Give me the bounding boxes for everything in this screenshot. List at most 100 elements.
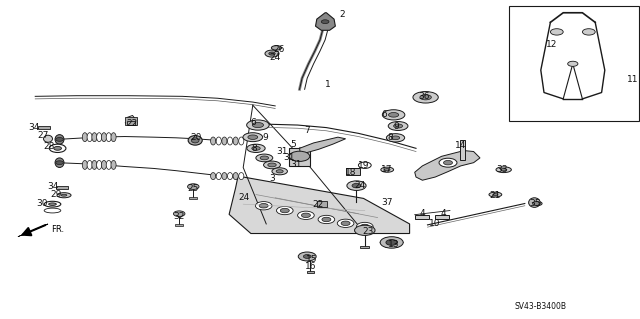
Ellipse shape	[222, 137, 227, 145]
Ellipse shape	[272, 168, 287, 175]
Text: 24: 24	[239, 193, 250, 202]
Text: SV43-B3400B: SV43-B3400B	[515, 302, 567, 311]
Circle shape	[56, 161, 63, 165]
Circle shape	[303, 255, 311, 258]
Ellipse shape	[211, 173, 216, 180]
Ellipse shape	[529, 198, 540, 207]
Text: 21: 21	[490, 191, 501, 200]
Ellipse shape	[92, 133, 97, 142]
Circle shape	[568, 61, 578, 66]
Ellipse shape	[227, 137, 232, 145]
Circle shape	[318, 215, 335, 224]
Text: 37: 37	[381, 198, 393, 207]
Circle shape	[321, 20, 329, 24]
Ellipse shape	[500, 168, 507, 171]
Text: 22: 22	[312, 200, 324, 209]
Ellipse shape	[233, 137, 238, 145]
Text: 16: 16	[305, 262, 316, 271]
Text: 24: 24	[269, 53, 281, 62]
Text: 29: 29	[51, 190, 62, 199]
Text: 13: 13	[388, 240, 399, 249]
Circle shape	[56, 137, 63, 141]
Text: 22: 22	[127, 119, 138, 128]
Bar	[175, 224, 183, 226]
Polygon shape	[316, 13, 335, 30]
Circle shape	[298, 252, 316, 261]
Circle shape	[444, 160, 452, 165]
Bar	[460, 140, 465, 160]
Text: 32: 32	[173, 212, 184, 221]
Ellipse shape	[111, 133, 116, 142]
Bar	[435, 215, 449, 219]
Circle shape	[341, 221, 350, 226]
Ellipse shape	[531, 201, 542, 206]
Ellipse shape	[388, 113, 399, 117]
Ellipse shape	[49, 203, 56, 205]
Ellipse shape	[97, 160, 102, 169]
Bar	[38, 126, 50, 129]
Text: 5: 5	[291, 140, 296, 149]
Ellipse shape	[54, 146, 61, 150]
Ellipse shape	[211, 137, 216, 145]
Text: 35: 35	[529, 199, 541, 208]
Ellipse shape	[264, 161, 280, 169]
Bar	[125, 117, 137, 125]
Text: 15: 15	[306, 255, 317, 263]
Bar	[360, 246, 369, 248]
Ellipse shape	[271, 46, 282, 50]
Circle shape	[337, 219, 354, 227]
Circle shape	[360, 224, 369, 229]
Ellipse shape	[106, 133, 111, 142]
Ellipse shape	[61, 194, 67, 196]
Text: 18: 18	[345, 168, 356, 177]
Circle shape	[255, 202, 272, 210]
Ellipse shape	[269, 52, 275, 55]
Text: 10: 10	[429, 219, 441, 228]
Ellipse shape	[256, 154, 273, 162]
Circle shape	[298, 211, 314, 219]
Ellipse shape	[83, 133, 88, 142]
Ellipse shape	[260, 156, 269, 160]
Ellipse shape	[489, 192, 502, 197]
Text: 34: 34	[47, 182, 58, 191]
Text: 6: 6	[250, 118, 255, 127]
Ellipse shape	[382, 110, 405, 120]
Text: 34: 34	[28, 123, 40, 132]
Text: 20: 20	[191, 133, 202, 142]
Ellipse shape	[239, 173, 244, 180]
Ellipse shape	[87, 160, 92, 169]
Ellipse shape	[493, 194, 498, 196]
Circle shape	[439, 158, 457, 167]
Ellipse shape	[384, 168, 390, 171]
Ellipse shape	[381, 167, 394, 172]
Ellipse shape	[252, 146, 260, 150]
Text: 33: 33	[497, 165, 508, 174]
Text: 25: 25	[188, 184, 199, 193]
Ellipse shape	[252, 122, 264, 128]
Ellipse shape	[101, 160, 106, 169]
Circle shape	[358, 162, 371, 168]
Ellipse shape	[413, 92, 438, 103]
Ellipse shape	[87, 133, 92, 142]
Ellipse shape	[222, 173, 227, 180]
Ellipse shape	[243, 133, 262, 142]
Text: 7: 7	[305, 126, 310, 135]
Text: 8: 8	[252, 144, 257, 153]
Text: 26: 26	[273, 45, 285, 54]
Text: 9: 9	[263, 133, 268, 142]
Ellipse shape	[44, 208, 61, 213]
Circle shape	[352, 183, 361, 188]
Text: 12: 12	[546, 40, 557, 48]
Circle shape	[280, 208, 289, 213]
Ellipse shape	[248, 135, 258, 139]
Text: 17: 17	[381, 165, 393, 174]
Circle shape	[386, 240, 397, 245]
Circle shape	[322, 217, 331, 222]
Ellipse shape	[216, 137, 221, 145]
Ellipse shape	[216, 173, 221, 180]
Circle shape	[550, 29, 563, 35]
Ellipse shape	[188, 136, 202, 145]
Circle shape	[380, 237, 403, 248]
Circle shape	[356, 222, 373, 231]
Ellipse shape	[101, 133, 106, 142]
